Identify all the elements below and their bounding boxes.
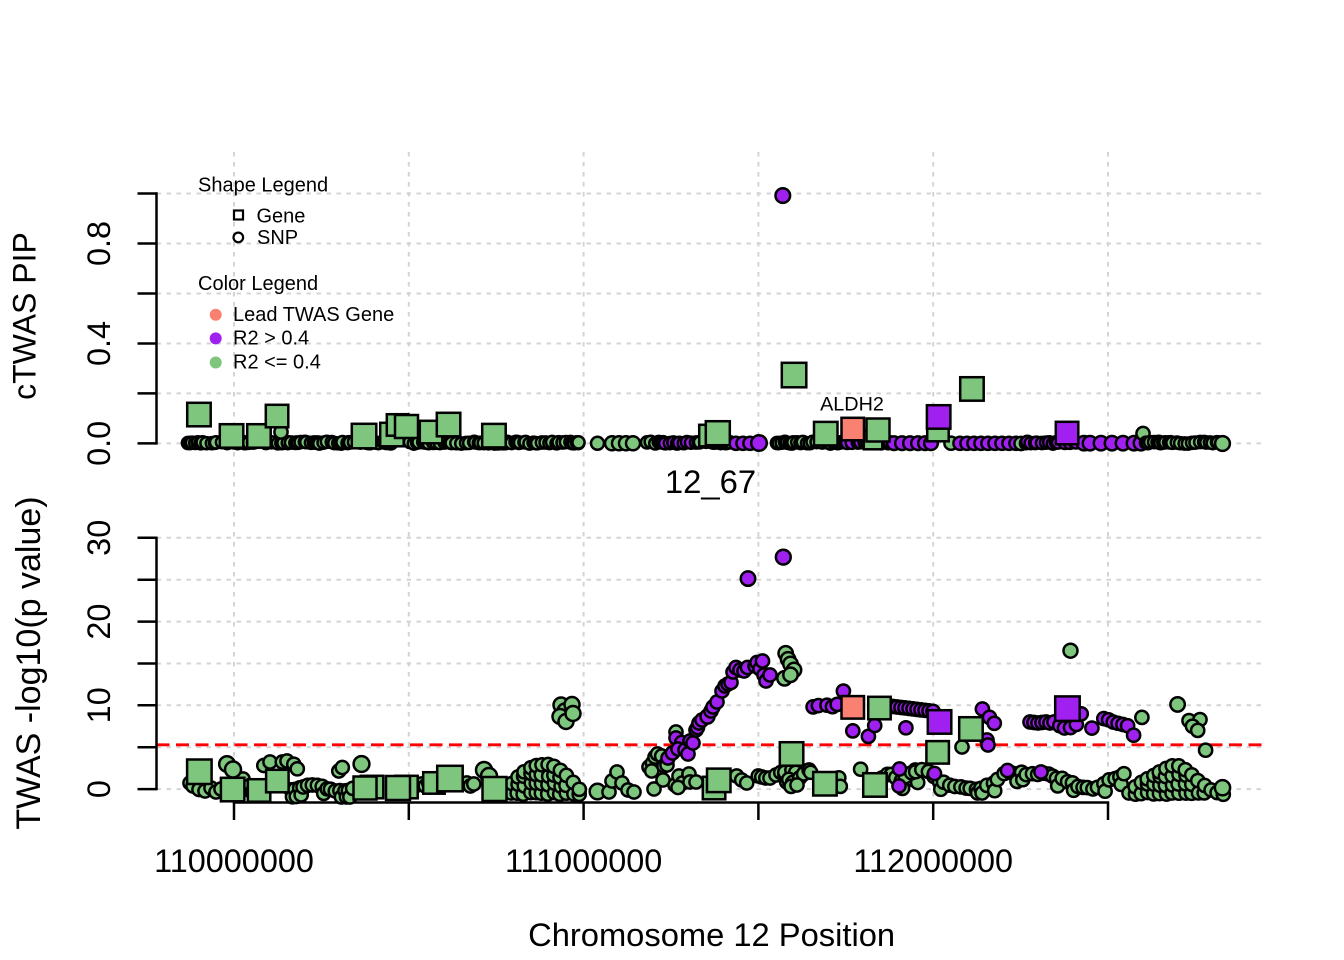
svg-text:20: 20 — [81, 604, 117, 640]
svg-text:Chromosome 12 Position: Chromosome 12 Position — [528, 916, 895, 953]
svg-text:Lead TWAS Gene: Lead TWAS Gene — [233, 304, 394, 326]
svg-text:TWAS -log10(p value): TWAS -log10(p value) — [10, 496, 48, 829]
svg-text:12_67: 12_67 — [665, 463, 756, 500]
svg-text:Color Legend: Color Legend — [198, 273, 318, 295]
svg-text:0.8: 0.8 — [81, 221, 117, 266]
svg-text:Gene: Gene — [257, 206, 306, 228]
svg-text:0.4: 0.4 — [81, 321, 117, 366]
svg-text:Shape Legend: Shape Legend — [198, 175, 328, 197]
svg-text:0.0: 0.0 — [81, 421, 117, 466]
svg-text:30: 30 — [81, 520, 117, 556]
svg-text:10: 10 — [81, 687, 117, 723]
svg-text:R2 <= 0.4: R2 <= 0.4 — [233, 352, 321, 374]
svg-text:ALDH2: ALDH2 — [820, 394, 884, 416]
svg-text:SNP: SNP — [257, 227, 298, 249]
svg-text:112000000: 112000000 — [853, 843, 1013, 879]
svg-text:111000000: 111000000 — [505, 843, 662, 879]
svg-text:110000000: 110000000 — [154, 843, 314, 879]
svg-text:cTWAS PIP: cTWAS PIP — [7, 232, 43, 400]
svg-text:0: 0 — [81, 780, 117, 798]
svg-text:R2 > 0.4: R2 > 0.4 — [233, 328, 309, 350]
